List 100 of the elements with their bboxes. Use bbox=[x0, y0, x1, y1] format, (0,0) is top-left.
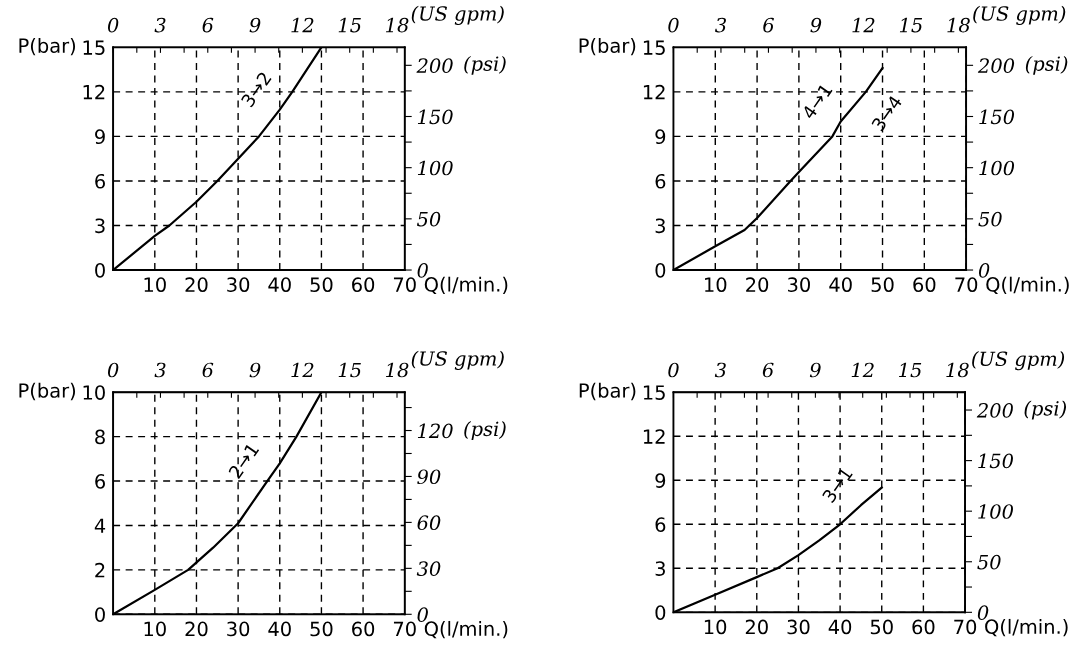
x2-tick-label: 12 bbox=[291, 362, 314, 378]
y2-tick-label: 0 bbox=[978, 262, 990, 278]
x-tick-label: 60 bbox=[913, 277, 936, 293]
x2-tick-label: 15 bbox=[338, 17, 361, 33]
x-axis-title: Q(l/min.) bbox=[424, 276, 508, 295]
x2-tick-label: 9 bbox=[249, 17, 261, 33]
x-axis-title: Q(l/min.) bbox=[986, 276, 1069, 295]
x-tick-label: 20 bbox=[185, 277, 208, 293]
y-tick-label: 0 bbox=[95, 607, 105, 622]
x-tick-label: 60 bbox=[352, 621, 375, 637]
x-tick-label: 60 bbox=[912, 619, 935, 635]
y-axis-title: P(bar) bbox=[579, 382, 636, 401]
x-tick-label: 20 bbox=[745, 619, 768, 635]
y2-tick-label: 30 bbox=[416, 561, 441, 577]
x2-tick-label: 6 bbox=[762, 362, 774, 378]
x2-tick-label: 9 bbox=[809, 362, 821, 378]
x-tick-label: 10 bbox=[144, 621, 166, 637]
y-tick-label: 3 bbox=[655, 561, 665, 576]
x-axis-title: Q(l/min.) bbox=[424, 620, 508, 639]
y-tick-label: 12 bbox=[643, 429, 665, 444]
y-axis-title: P(bar) bbox=[19, 382, 76, 401]
x2-axis-title: (US gpm) bbox=[972, 351, 1065, 371]
x-tick-label: 50 bbox=[871, 277, 894, 293]
x2-tick-label: 0 bbox=[107, 362, 119, 378]
x-tick-label: 70 bbox=[393, 277, 416, 293]
y-tick-label: 6 bbox=[95, 474, 105, 489]
x-tick-label: 50 bbox=[870, 619, 893, 635]
x2-tick-label: 3 bbox=[154, 17, 166, 33]
x-tick-label: 70 bbox=[393, 621, 416, 637]
x2-tick-label: 12 bbox=[851, 362, 874, 378]
y-tick-label: 15 bbox=[643, 385, 665, 400]
x2-tick-label: 9 bbox=[810, 17, 822, 33]
x2-tick-label: 6 bbox=[202, 362, 214, 378]
y2-tick-label: 50 bbox=[977, 554, 1001, 570]
x2-tick-label: 15 bbox=[899, 362, 922, 378]
x-tick-label: 70 bbox=[955, 277, 978, 293]
y2-tick-label: 50 bbox=[416, 211, 441, 227]
y-tick-label: 3 bbox=[655, 218, 665, 234]
x2-tick-label: 0 bbox=[668, 362, 679, 378]
x-tick-label: 10 bbox=[704, 619, 727, 635]
x-tick-label: 50 bbox=[310, 277, 333, 293]
x-tick-label: 10 bbox=[705, 277, 727, 293]
y-tick-label: 4 bbox=[94, 518, 106, 533]
x-tick-label: 20 bbox=[746, 277, 769, 293]
x2-tick-label: 18 bbox=[947, 17, 970, 33]
y2-axis-title: (psi) bbox=[464, 55, 506, 75]
x2-axis-title: (US gpm) bbox=[973, 5, 1066, 25]
y2-tick-label: 0 bbox=[417, 607, 428, 622]
x2-tick-label: 12 bbox=[291, 17, 314, 33]
y2-axis-title: (psi) bbox=[1024, 400, 1066, 420]
y2-tick-label: 0 bbox=[417, 262, 428, 278]
y-tick-label: 9 bbox=[655, 129, 666, 145]
x2-tick-label: 15 bbox=[338, 362, 361, 378]
x-tick-label: 40 bbox=[829, 277, 852, 293]
y-tick-label: 12 bbox=[643, 84, 665, 100]
y2-tick-label: 120 bbox=[417, 423, 453, 439]
x-tick-label: 40 bbox=[268, 621, 291, 637]
x-tick-label: 40 bbox=[268, 277, 291, 293]
y-tick-label: 9 bbox=[655, 473, 666, 488]
x-axis-title: Q(l/min.) bbox=[985, 618, 1068, 637]
x2-tick-label: 0 bbox=[668, 17, 679, 33]
y2-tick-label: 150 bbox=[978, 453, 1013, 469]
x2-tick-label: 3 bbox=[714, 362, 726, 378]
y2-axis-title: (psi) bbox=[1025, 55, 1068, 75]
y2-tick-label: 100 bbox=[978, 504, 1013, 519]
y-tick-label: 6 bbox=[655, 173, 666, 189]
y-tick-label: 8 bbox=[95, 429, 105, 445]
y-tick-label: 15 bbox=[83, 40, 105, 55]
y-tick-label: 10 bbox=[83, 385, 105, 400]
x-tick-label: 30 bbox=[227, 277, 250, 293]
x2-tick-label: 12 bbox=[852, 17, 875, 33]
x2-axis-title: (US gpm) bbox=[411, 5, 504, 25]
x2-tick-label: 6 bbox=[202, 17, 214, 33]
y2-tick-label: 200 bbox=[416, 58, 453, 73]
y-tick-label: 0 bbox=[655, 605, 666, 620]
x2-tick-label: 3 bbox=[154, 362, 166, 378]
y2-tick-label: 200 bbox=[976, 402, 1013, 418]
x2-tick-label: 15 bbox=[899, 17, 923, 33]
x-tick-label: 40 bbox=[828, 619, 852, 635]
x2-tick-label: 9 bbox=[249, 362, 261, 378]
y2-tick-label: 150 bbox=[979, 109, 1015, 125]
y2-tick-label: 100 bbox=[417, 160, 453, 176]
x2-tick-label: 18 bbox=[386, 362, 409, 378]
y-tick-label: 6 bbox=[655, 517, 666, 532]
x-tick-label: 30 bbox=[227, 621, 250, 637]
x-tick-label: 50 bbox=[310, 621, 333, 637]
x2-tick-label: 3 bbox=[715, 17, 726, 33]
y2-tick-label: 50 bbox=[978, 211, 1002, 227]
x2-axis-title: (US gpm) bbox=[411, 350, 504, 370]
y-tick-label: 0 bbox=[655, 262, 666, 278]
y2-tick-label: 100 bbox=[979, 160, 1015, 176]
y-tick-label: 0 bbox=[95, 262, 105, 278]
y-tick-label: 9 bbox=[95, 129, 105, 145]
x-tick-label: 20 bbox=[185, 621, 208, 637]
x-tick-label: 10 bbox=[144, 277, 166, 293]
x-tick-label: 70 bbox=[954, 619, 977, 635]
y-axis-title: P(bar) bbox=[19, 37, 76, 56]
y2-tick-label: 200 bbox=[977, 58, 1015, 73]
y-tick-label: 15 bbox=[643, 40, 665, 55]
x-tick-label: 30 bbox=[788, 277, 810, 293]
